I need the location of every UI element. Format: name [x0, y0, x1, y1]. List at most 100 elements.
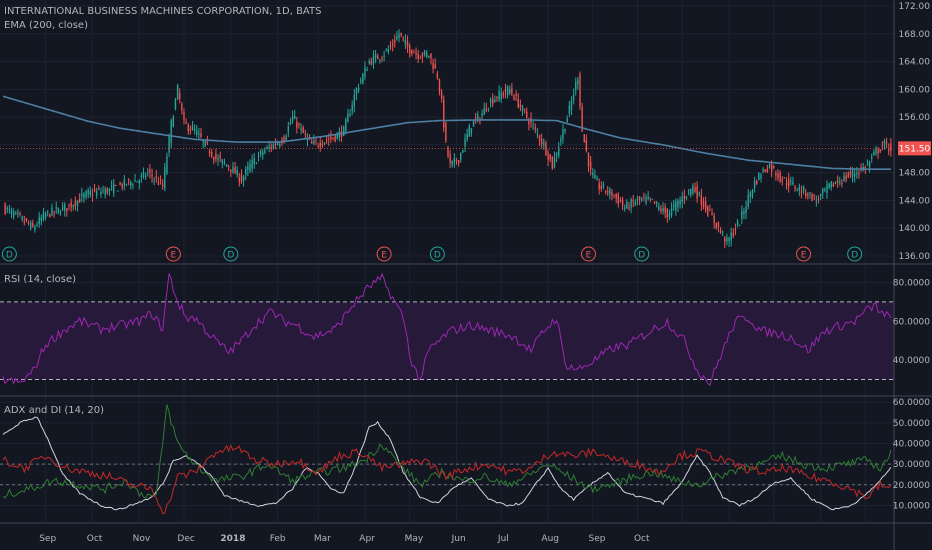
candle-body: [817, 198, 820, 201]
candle-body: [549, 154, 551, 160]
candle-body: [500, 92, 502, 100]
candle-body: [76, 200, 79, 206]
candles: [4, 29, 892, 248]
candle-body: [779, 172, 781, 182]
candle-body: [540, 139, 543, 145]
earnings-marker[interactable]: [581, 246, 597, 262]
candle-body: [579, 73, 581, 107]
candle-body: [317, 145, 319, 147]
y-tick-label: 20.0000: [893, 481, 930, 491]
candle-body: [464, 138, 466, 147]
candle-body: [474, 118, 477, 120]
candle-body: [108, 188, 111, 191]
indicator-lines: [0, 95, 894, 515]
candle-body: [611, 191, 613, 196]
candle-body: [44, 213, 47, 218]
candle-body: [370, 60, 373, 65]
candle-body: [434, 64, 436, 69]
candle-body: [800, 191, 803, 193]
candle-body: [262, 152, 264, 156]
candle-body: [694, 187, 696, 192]
candle-body: [293, 116, 296, 119]
y-tick-label: 144.00: [899, 196, 931, 206]
candle-body: [630, 199, 632, 208]
candle-body: [236, 170, 238, 176]
y-tick-label: 160.00: [899, 85, 931, 95]
candle-body: [871, 156, 873, 159]
candle-body: [174, 99, 177, 110]
y-tick-label: 156.00: [899, 113, 931, 123]
candle-body: [93, 189, 96, 192]
price-axis[interactable]: 172.00168.00164.00160.00156.00152.00148.…: [893, 2, 931, 511]
candle-body: [687, 189, 690, 191]
rsi-line: [2, 272, 892, 387]
candle-body: [460, 153, 462, 160]
candle-body: [777, 173, 779, 178]
x-tick-label: Oct: [634, 534, 650, 544]
candle-body: [17, 212, 19, 215]
dividend-marker[interactable]: [429, 246, 445, 262]
x-tick-label: Oct: [87, 534, 103, 544]
y-tick-label: 140.00: [899, 224, 931, 234]
candle-body: [81, 193, 83, 197]
candle-body: [125, 184, 128, 186]
candle-body: [330, 136, 332, 140]
candle-body: [560, 139, 562, 142]
candle-body: [25, 218, 28, 221]
candle-body: [381, 58, 383, 60]
dividend-marker[interactable]: [634, 246, 650, 262]
x-tick-label: Sep: [39, 534, 56, 544]
dividend-marker[interactable]: [223, 246, 239, 262]
time-axis[interactable]: Sep Oct Nov Dec 2018 Feb Mar Apr May Jun Jul Aug Sep…: [39, 534, 650, 544]
ema-line: [2, 95, 891, 170]
candle-body: [185, 122, 187, 124]
candle-body: [462, 150, 464, 153]
earnings-marker[interactable]: [376, 246, 392, 262]
dividend-marker[interactable]: [847, 246, 863, 262]
candle-body: [670, 207, 673, 216]
candle-body: [513, 95, 515, 101]
y-tick-label: 80.0000: [893, 279, 930, 289]
candle-body: [619, 200, 622, 203]
candle-body: [785, 182, 788, 186]
earnings-marker[interactable]: [165, 246, 181, 262]
y-tick-label: 40.0000: [893, 439, 930, 449]
candle-body: [110, 186, 113, 188]
candle-body: [455, 160, 458, 162]
candle-body: [210, 151, 213, 157]
candle-body: [227, 165, 230, 168]
earnings-marker[interactable]: [796, 246, 812, 262]
candle-body: [873, 151, 875, 156]
candle-body: [649, 197, 651, 199]
candle-body: [421, 53, 424, 57]
candle-body: [830, 181, 832, 188]
candle-body: [534, 127, 536, 129]
candle-body: [391, 43, 394, 46]
candle-body: [883, 141, 886, 146]
y-tick-label: 148.00: [899, 169, 931, 179]
candle-body: [634, 202, 637, 205]
candle-body: [49, 214, 51, 218]
candle-body: [130, 181, 132, 186]
candle-body: [389, 46, 392, 48]
candle-body: [304, 133, 307, 135]
candle-body: [408, 45, 411, 54]
candle-body: [696, 186, 698, 199]
candle-body: [400, 32, 402, 36]
x-tick-label: Jul: [497, 534, 509, 544]
candle-body: [662, 207, 664, 212]
candle-body: [866, 164, 869, 166]
candle-body: [643, 196, 645, 198]
dividend-marker[interactable]: [1, 246, 17, 262]
candle-body: [15, 211, 17, 213]
candle-body: [432, 63, 434, 70]
candle-body: [770, 163, 773, 172]
event-label: D: [638, 251, 645, 261]
candle-body: [728, 237, 730, 242]
candle-body: [606, 190, 609, 193]
candle-body: [272, 144, 275, 150]
candle-body: [161, 184, 164, 187]
